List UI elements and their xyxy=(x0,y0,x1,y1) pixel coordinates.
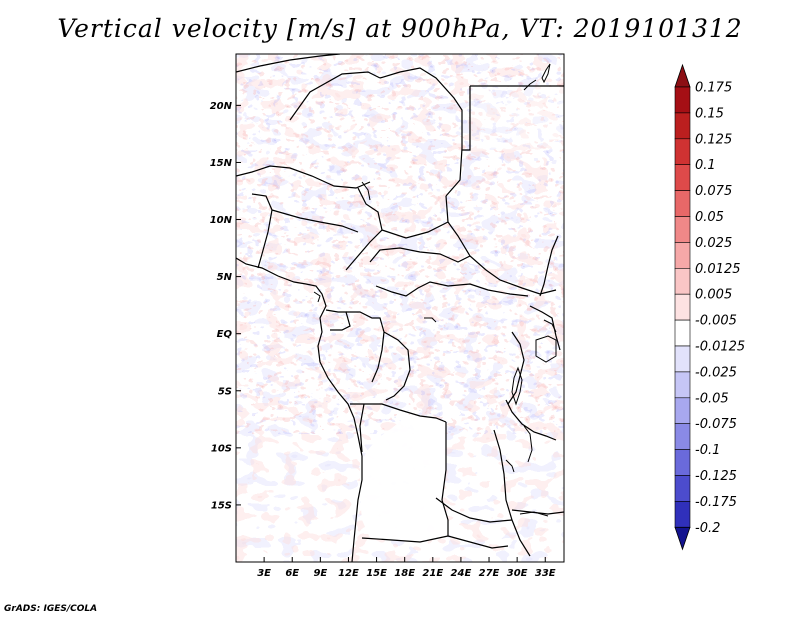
colorbar-label: 0.005 xyxy=(695,288,732,303)
colorbar-swatch xyxy=(674,397,691,424)
y-tick-label: 5N xyxy=(217,272,233,283)
x-axis-ticks: 3E 6E 9E 12E 15E 18E 21E 24E 27E 30E 33E xyxy=(257,557,556,579)
x-tick-label: 18E xyxy=(394,568,415,579)
colorbar-label: 0.075 xyxy=(695,184,732,199)
plot-title: Vertical velocity [m/s] at 900hPa, VT: 2… xyxy=(57,14,743,43)
colorbar-label: -0.025 xyxy=(695,365,737,380)
x-tick-label: 15E xyxy=(366,568,387,579)
y-tick-label: EQ xyxy=(217,329,233,340)
country-borders xyxy=(236,54,564,562)
colorbar-swatch xyxy=(674,190,691,217)
x-tick-label: 9E xyxy=(313,568,327,579)
y-tick-label: 15N xyxy=(210,158,233,169)
velocity-field xyxy=(236,54,564,562)
colorbar-swatch xyxy=(674,138,691,166)
colorbar-label: -0.075 xyxy=(695,417,737,432)
y-tick-label: 15S xyxy=(211,500,232,511)
colorbar-label: -0.05 xyxy=(695,391,729,406)
x-tick-label: 24E xyxy=(451,568,472,579)
colorbar-swatch xyxy=(674,242,691,269)
x-tick-label: 33E xyxy=(535,568,556,579)
colorbar-bottom-triangle xyxy=(674,526,691,551)
colorbar-swatch xyxy=(674,293,691,321)
colorbar-top-triangle xyxy=(674,63,691,88)
colorbar-swatch xyxy=(674,319,691,347)
colorbar-label: 0.025 xyxy=(695,236,732,251)
colorbar-label: 0.175 xyxy=(695,81,732,96)
colorbar-label: 0.0125 xyxy=(695,262,741,277)
map-frame xyxy=(235,53,565,563)
colorbar-swatch xyxy=(674,423,691,450)
colorbar-swatch xyxy=(674,501,691,528)
y-axis-ticks: 20N 15N 10N 5N EQ 5S 10S 15S xyxy=(210,101,241,511)
colorbar-label: -0.1 xyxy=(695,443,720,458)
colorbar: 0.175 0.15 0.125 0.1 0.075 0.05 0.025 0.0125 0.0… xyxy=(674,63,745,551)
colorbar-swatch xyxy=(674,164,691,191)
x-tick-label: 27E xyxy=(479,568,500,579)
colorbar-swatch xyxy=(674,475,691,502)
colorbar-label: -0.125 xyxy=(695,469,737,484)
colorbar-swatch xyxy=(674,86,691,114)
colorbar-swatch xyxy=(674,371,691,399)
colorbar-label: -0.005 xyxy=(695,314,737,329)
y-tick-label: 10N xyxy=(210,215,233,226)
x-tick-label: 3E xyxy=(257,568,271,579)
colorbar-label: 0.125 xyxy=(695,132,732,147)
lakes xyxy=(313,63,557,517)
x-tick-label: 30E xyxy=(507,568,528,579)
x-tick-label: 12E xyxy=(338,568,359,579)
colorbar-label: 0.05 xyxy=(695,210,724,225)
colorbar-swatch xyxy=(674,112,691,140)
colorbar-label: 0.1 xyxy=(695,158,716,173)
y-tick-label: 10S xyxy=(211,443,232,454)
colorbar-swatch xyxy=(674,345,691,373)
x-tick-label: 21E xyxy=(422,568,443,579)
y-tick-label: 5S xyxy=(218,386,232,397)
colorbar-swatch xyxy=(674,267,691,295)
colorbar-swatch xyxy=(674,216,691,243)
colorbar-label: -0.2 xyxy=(695,521,720,536)
y-tick-label: 20N xyxy=(210,101,233,112)
x-tick-label: 6E xyxy=(285,568,299,579)
colorbar-label: -0.0125 xyxy=(695,340,745,355)
grads-credit: GrADS: IGES/COLA xyxy=(4,604,98,614)
colorbar-label: 0.15 xyxy=(695,106,724,121)
colorbar-swatch xyxy=(674,449,691,476)
colorbar-label: -0.175 xyxy=(695,495,737,510)
